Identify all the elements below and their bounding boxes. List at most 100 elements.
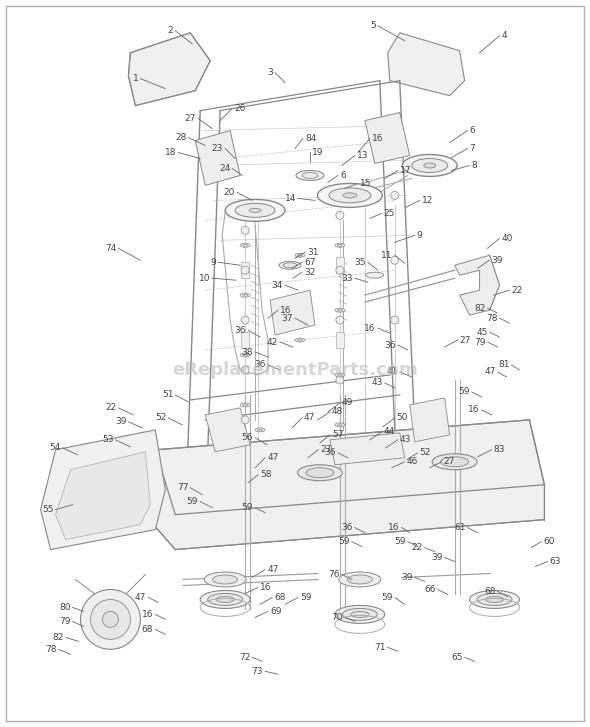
Circle shape [336, 316, 344, 324]
Text: 16: 16 [468, 406, 480, 414]
Ellipse shape [240, 244, 250, 247]
Text: 9: 9 [211, 258, 216, 267]
Text: 82: 82 [52, 633, 64, 642]
Text: 23: 23 [212, 144, 223, 153]
Text: 58: 58 [260, 470, 271, 479]
Ellipse shape [329, 188, 371, 203]
Text: 3: 3 [267, 68, 273, 77]
Text: 83: 83 [493, 446, 505, 454]
Text: 67: 67 [304, 258, 316, 267]
Text: eReplacementParts.com: eReplacementParts.com [172, 361, 418, 379]
Ellipse shape [343, 193, 357, 198]
Text: 37: 37 [281, 313, 293, 323]
Text: 36: 36 [254, 361, 266, 369]
Text: 46: 46 [407, 457, 418, 466]
Text: 48: 48 [332, 407, 343, 417]
Text: 53: 53 [102, 435, 113, 444]
Text: 61: 61 [454, 523, 466, 532]
Text: 28: 28 [175, 133, 186, 142]
Text: 9: 9 [417, 230, 422, 240]
Text: 6: 6 [340, 171, 346, 180]
Ellipse shape [366, 272, 384, 278]
Ellipse shape [279, 261, 301, 269]
Circle shape [241, 266, 249, 274]
Text: 47: 47 [135, 593, 146, 602]
Ellipse shape [337, 244, 342, 246]
Ellipse shape [337, 374, 342, 376]
Polygon shape [330, 433, 405, 465]
Text: 42: 42 [267, 337, 278, 347]
Polygon shape [455, 255, 500, 315]
Text: 18: 18 [165, 148, 176, 157]
Ellipse shape [477, 593, 512, 606]
Ellipse shape [424, 163, 435, 168]
Text: 59: 59 [381, 593, 393, 602]
Circle shape [241, 366, 249, 374]
Text: 16: 16 [142, 610, 153, 619]
Text: 49: 49 [342, 398, 353, 407]
Polygon shape [129, 33, 210, 105]
Bar [336, 332, 344, 348]
Text: 60: 60 [543, 537, 555, 546]
Text: 39: 39 [491, 256, 503, 265]
Text: 14: 14 [284, 194, 296, 203]
Text: 43: 43 [400, 435, 411, 444]
Text: 54: 54 [49, 443, 61, 452]
Ellipse shape [242, 354, 248, 356]
Text: 32: 32 [304, 268, 315, 277]
Text: 81: 81 [498, 361, 510, 369]
Ellipse shape [225, 199, 285, 221]
Polygon shape [41, 430, 165, 550]
Text: 6: 6 [470, 126, 476, 135]
Text: 31: 31 [307, 248, 319, 257]
Text: 71: 71 [374, 643, 386, 652]
Text: 36: 36 [324, 449, 336, 457]
Text: 69: 69 [270, 607, 281, 616]
Text: 22: 22 [105, 403, 116, 412]
Text: 59: 59 [339, 537, 350, 546]
Text: 59: 59 [394, 537, 406, 546]
Text: 79: 79 [59, 617, 71, 626]
Text: 76: 76 [329, 570, 340, 579]
Circle shape [241, 416, 249, 424]
Text: 19: 19 [312, 148, 323, 157]
Text: 22: 22 [411, 543, 422, 552]
Text: 4: 4 [502, 31, 507, 40]
Ellipse shape [249, 209, 261, 212]
Text: 43: 43 [372, 379, 383, 387]
Text: 65: 65 [451, 653, 463, 662]
Text: 84: 84 [305, 134, 316, 143]
Ellipse shape [295, 253, 305, 257]
Ellipse shape [348, 575, 372, 584]
Text: 52: 52 [419, 449, 431, 457]
Text: 74: 74 [105, 244, 116, 253]
Text: 47: 47 [304, 414, 315, 422]
Ellipse shape [335, 373, 345, 377]
Ellipse shape [283, 262, 297, 268]
Text: 35: 35 [355, 258, 366, 267]
Ellipse shape [342, 608, 378, 620]
Ellipse shape [470, 590, 519, 608]
Ellipse shape [486, 596, 503, 603]
Ellipse shape [339, 572, 381, 587]
Text: 39: 39 [401, 573, 413, 582]
Text: 77: 77 [177, 483, 188, 492]
Ellipse shape [317, 183, 382, 207]
Text: 68: 68 [142, 625, 153, 634]
Ellipse shape [240, 353, 250, 357]
Ellipse shape [296, 170, 324, 180]
Text: 47: 47 [267, 453, 278, 462]
Text: 59: 59 [241, 503, 253, 512]
Text: 59: 59 [458, 387, 470, 396]
Circle shape [90, 600, 130, 639]
Text: 50: 50 [396, 414, 408, 422]
Text: 38: 38 [241, 348, 253, 356]
Text: 39: 39 [115, 417, 126, 426]
Text: 36: 36 [384, 340, 396, 350]
Text: 51: 51 [162, 390, 173, 399]
Polygon shape [365, 113, 409, 164]
Text: 36: 36 [342, 523, 353, 532]
Text: 27: 27 [460, 336, 471, 345]
Text: 16: 16 [372, 134, 384, 143]
Ellipse shape [351, 611, 369, 617]
